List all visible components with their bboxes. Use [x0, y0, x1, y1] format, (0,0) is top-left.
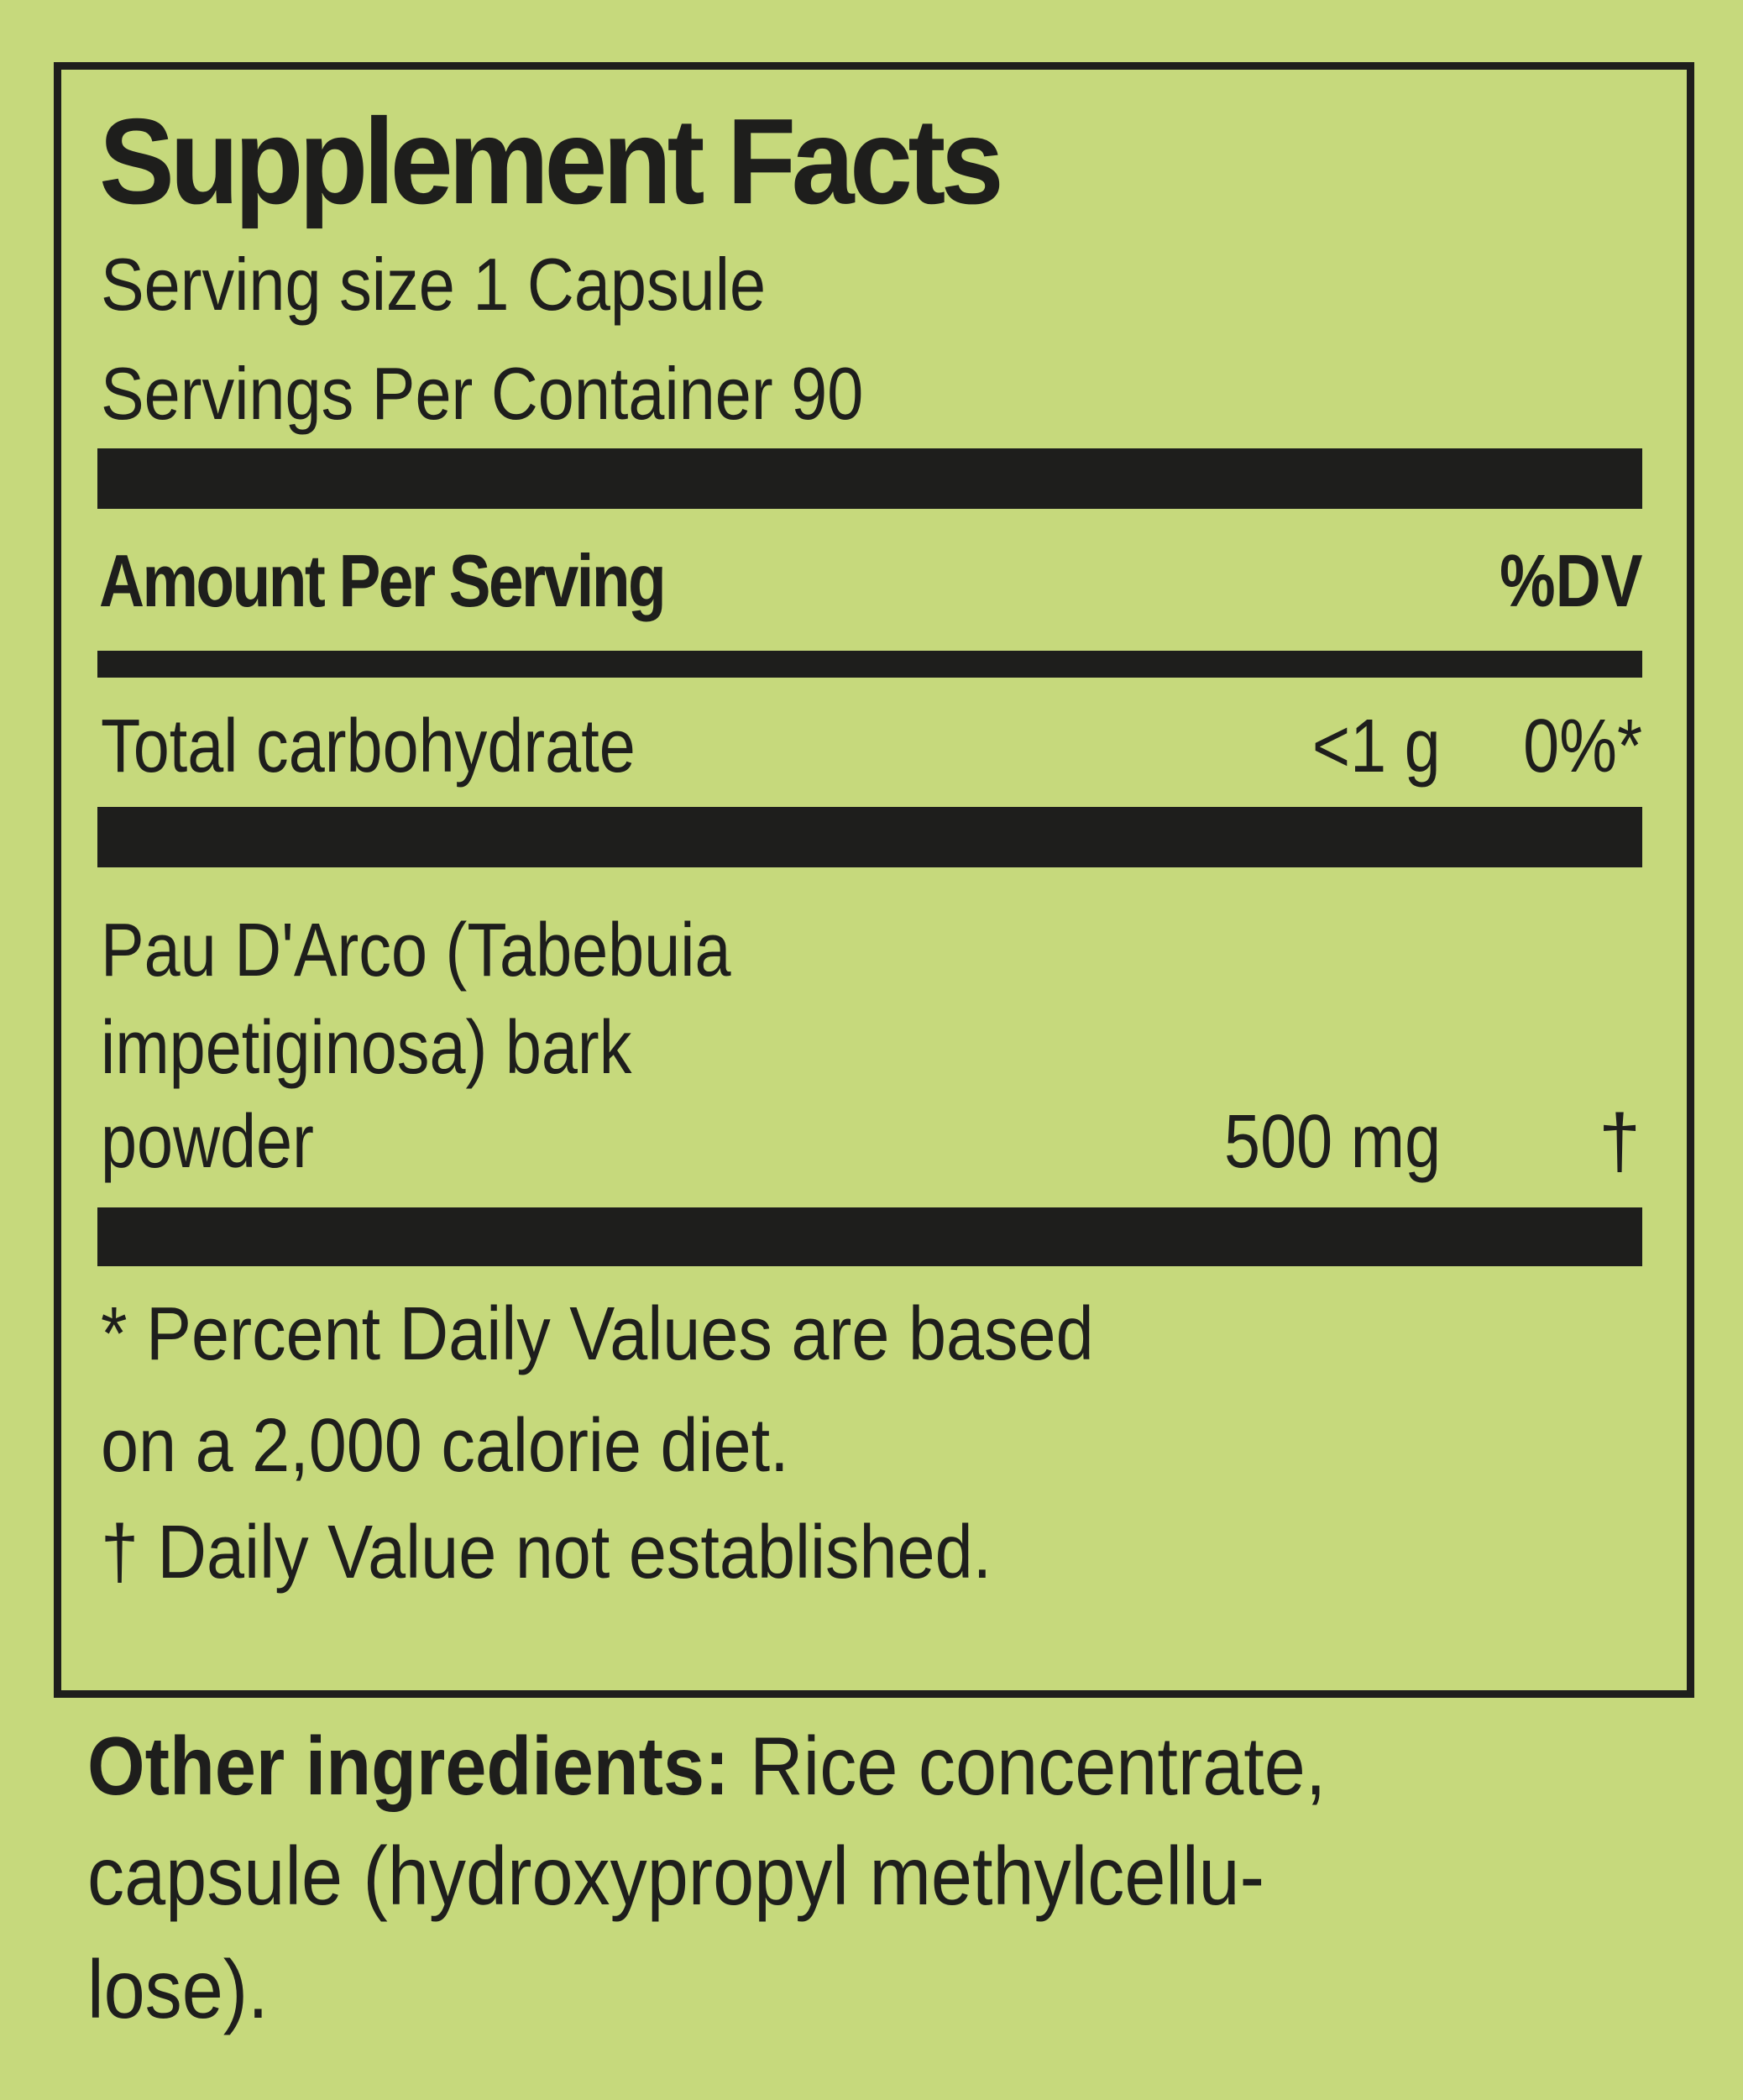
other-ingredients-text: capsule (hydroxypropyl methylcellu-: [87, 1830, 1264, 1922]
serving-size: Serving size 1 Capsule: [101, 243, 767, 326]
other-ingredients-label: Other ingredients:: [87, 1720, 730, 1812]
row-name-line: impetiginosa) bark: [101, 1006, 632, 1090]
row-amount: <1 g: [1312, 704, 1441, 788]
row-dv: 0%*: [1523, 704, 1642, 788]
other-ingredients: Other ingredients: Rice concentrate,: [87, 1725, 1326, 1807]
supplement-facts-panel: [54, 62, 1694, 1698]
row-dv: †: [1598, 1100, 1641, 1184]
panel-title: Supplement Facts: [99, 93, 1004, 229]
divider-thick: [97, 807, 1642, 867]
divider-medium: [97, 651, 1642, 678]
dv-header: %DV: [1499, 539, 1642, 622]
other-ingredients-text: lose).: [87, 1943, 269, 2035]
amount-per-serving-header: Amount Per Serving: [99, 539, 667, 622]
divider-thick: [97, 448, 1642, 509]
row-amount: 500 mg: [1223, 1100, 1441, 1184]
row-name-line: Pau D'Arco (Tabebuia: [101, 909, 731, 992]
row-name-line: powder: [101, 1100, 314, 1184]
divider-thick: [97, 1207, 1642, 1266]
row-name: Total carbohydrate: [101, 704, 636, 788]
other-ingredients-text: Rice concentrate,: [729, 1720, 1327, 1812]
footnote: † Daily Value not established.: [101, 1511, 992, 1595]
footnote: * Percent Daily Values are based: [101, 1292, 1094, 1376]
servings-per-container: Servings Per Container 90: [101, 352, 864, 435]
footnote: on a 2,000 calorie diet.: [101, 1404, 789, 1488]
